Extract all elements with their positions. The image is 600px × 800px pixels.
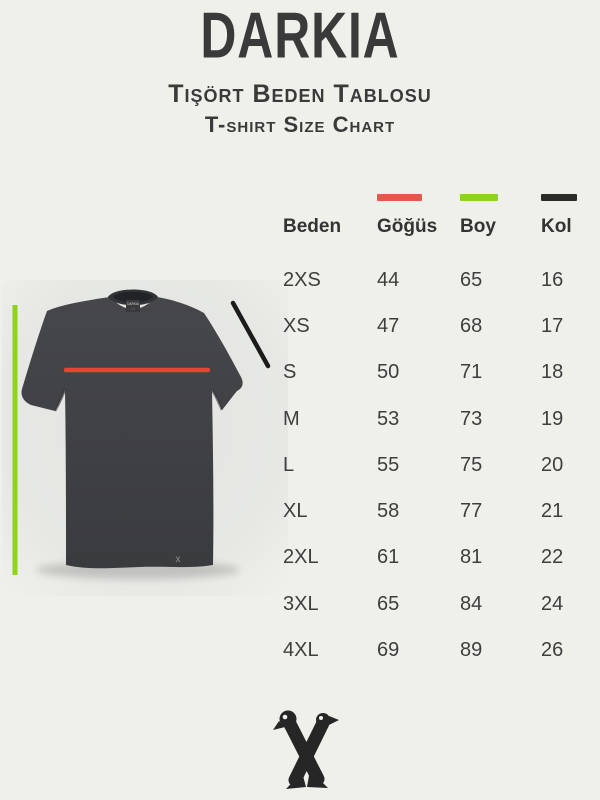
tshirt-illustration: DARKIA x x x x [2,280,288,596]
sleeve-value: 26 [541,639,564,662]
length-color-swatch [460,194,498,201]
size-label: M [283,407,300,430]
table-row: 4XL 69 89 26 [283,627,600,673]
size-label: 2XS [283,268,321,291]
table-row: XL 58 77 21 [283,488,600,534]
size-table: Beden Göğüs Boy Kol 2XS 44 65 16 XS 47 6… [283,188,600,674]
chest-color-swatch [377,194,422,201]
sleeve-value: 24 [541,592,564,615]
darkia-x-logo-icon [273,710,339,789]
sleeve-value: 22 [541,546,564,569]
size-label: L [283,453,295,476]
size-label: S [283,361,297,384]
col-header-kol: Kol [541,216,572,237]
sleeve-value: 20 [541,453,564,476]
size-label: XS [283,314,310,337]
chest-value: 53 [377,407,400,430]
table-row: 3XL 65 84 24 [283,581,600,627]
table-row: 2XL 61 81 22 [283,535,600,581]
sleeve-measure-line [230,300,271,369]
logo-eye-left [282,714,288,720]
tshirt-body [21,297,243,569]
collar-label-tag [126,300,140,312]
left-armpit-crease [53,389,67,412]
shirt-corner-mark: x [176,554,181,565]
chest-value: 61 [377,546,400,569]
chest-value: 44 [377,268,400,291]
length-value: 73 [460,407,483,430]
table-row: L 55 75 20 [283,442,600,488]
length-value: 75 [460,453,483,476]
length-value: 84 [460,592,483,615]
length-value: 71 [460,361,483,384]
size-label: 3XL [283,592,319,615]
col-header-boy: Boy [460,216,496,237]
right-armpit-crease [210,389,224,411]
length-value: 65 [460,268,483,291]
chest-value: 47 [377,314,400,337]
chest-value: 58 [377,500,400,523]
sleeve-value: 19 [541,407,564,430]
sleeve-value: 21 [541,500,564,523]
length-value: 81 [460,546,483,569]
chest-value: 69 [377,639,400,662]
subtitle-english: T-shirt Size Chart [204,112,396,137]
table-body: 2XS 44 65 16 XS 47 68 17 S 50 71 18 M 53… [283,257,600,674]
sleeve-value: 17 [541,314,564,337]
chest-value: 55 [377,453,400,476]
brand-logo-text: DARKIA [200,0,400,72]
collar-opening [113,291,153,303]
table-row: M 53 73 19 [283,396,600,442]
col-header-beden: Beden [283,216,342,237]
table-row: XS 47 68 17 [283,303,600,349]
measure-color-legend [283,194,600,201]
sleeve-value: 18 [541,361,564,384]
length-value: 89 [460,639,483,662]
subtitle-turkish: Tişört Beden Tablosu [168,80,432,108]
col-header-gogus: Göğüs [377,216,438,237]
collar-label-text: DARKIA [127,302,140,306]
size-label: 4XL [283,639,319,662]
length-value: 68 [460,314,483,337]
sleeve-color-swatch [541,194,577,201]
length-value: 77 [460,500,483,523]
chest-value: 50 [377,361,400,384]
logo-eye-right [319,716,323,720]
table-row: 2XS 44 65 16 [283,257,600,303]
table-row: S 50 71 18 [283,350,600,396]
size-label: XL [283,500,308,523]
table-header-row: Beden Göğüs Boy Kol [283,216,600,237]
sleeve-value: 16 [541,268,564,291]
footer-brand-mark [272,708,342,796]
collar-label-subtext: x x x [131,309,136,311]
tshirt-photo-figure: DARKIA x x x x [0,278,290,603]
size-label: 2XL [283,546,319,569]
chest-value: 65 [377,592,400,615]
